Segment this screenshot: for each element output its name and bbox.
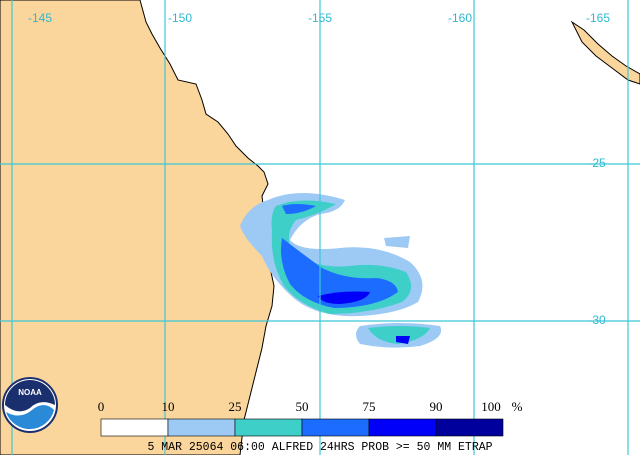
legend-unit: %: [512, 399, 523, 414]
lat-label: -30: [588, 313, 606, 327]
precip-field: [240, 193, 442, 348]
lon-label: -165: [586, 11, 610, 25]
prob-75: [318, 291, 370, 304]
lon-label: -145: [28, 11, 52, 25]
legend-swatch: [100, 418, 169, 437]
legend-swatch: [234, 418, 303, 437]
legend-swatch: [435, 418, 504, 437]
legend-label: 10: [162, 399, 175, 414]
caption: 5 MAR 25064 06:00 ALFRED 24HRS PROB >= 5…: [147, 441, 492, 454]
legend-label: 75: [363, 399, 376, 414]
prob-75: [396, 336, 410, 344]
legend-label: 90: [430, 399, 443, 414]
lon-label: -150: [168, 11, 192, 25]
logo-text: NOAA: [18, 388, 42, 397]
noaa-logo: NOAA: [2, 377, 58, 433]
legend: 0 10 25 50 75 90 100%: [98, 399, 523, 437]
legend-swatch: [167, 418, 236, 437]
logo-sky: [5, 380, 55, 412]
prob-50: [281, 238, 398, 308]
prob-25: [368, 326, 430, 344]
legend-label: 25: [229, 399, 242, 414]
legend-swatch: [368, 418, 437, 437]
prob-10: [384, 236, 410, 248]
logo-sea: [6, 405, 54, 430]
prob-50: [282, 204, 316, 214]
lon-label: -155: [308, 11, 332, 25]
australia-land: [0, 0, 275, 455]
lat-label: -25: [588, 156, 606, 170]
legend-swatch: [301, 418, 370, 437]
legend-label: 0: [98, 399, 105, 414]
lon-label: -160: [448, 11, 472, 25]
legend-label: 100: [481, 399, 501, 414]
new-caledonia: [570, 20, 640, 85]
legend-label: 50: [296, 399, 309, 414]
